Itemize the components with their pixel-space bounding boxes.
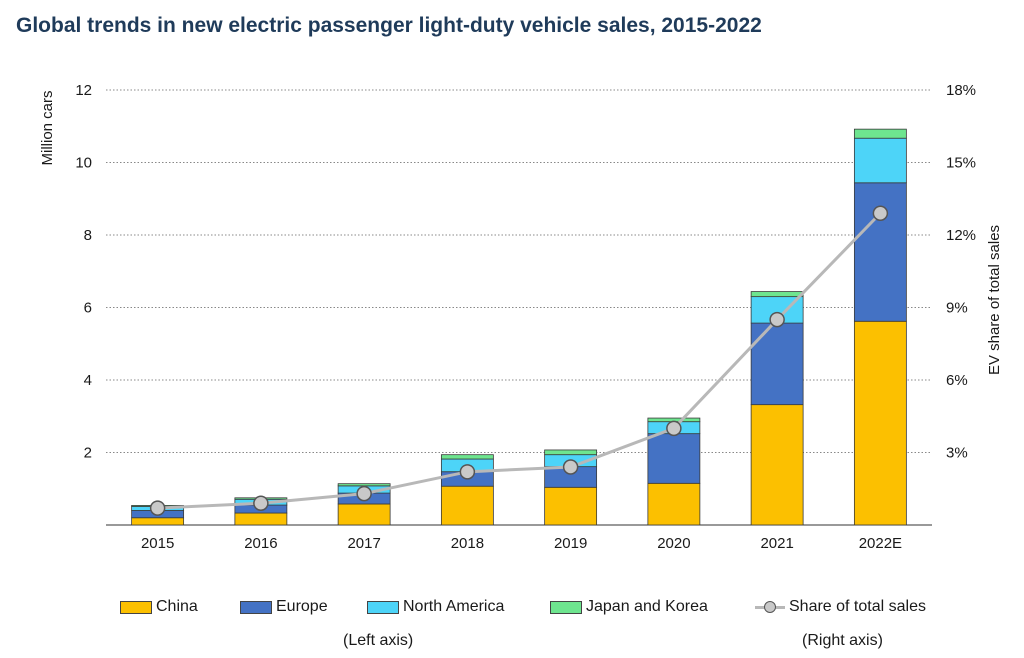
bar-europe	[750, 322, 804, 406]
legend-label-china: China	[156, 598, 198, 615]
y-tick-label: 8	[84, 227, 92, 244]
share-point	[562, 459, 579, 475]
legend-item-share: Share of total sales	[755, 598, 926, 616]
share-point	[253, 495, 269, 511]
legend-label-japan-korea: Japan and Korea	[586, 598, 708, 615]
share-point	[149, 500, 166, 516]
y-tick-label: 4	[84, 372, 92, 389]
bar-japan-and-korea	[853, 128, 907, 139]
bar-japan-and-korea	[440, 454, 494, 460]
share-point	[872, 205, 889, 221]
y2-tick-label: 3%	[946, 445, 968, 462]
bar-china	[440, 485, 494, 526]
bar-japan-and-korea	[750, 291, 804, 298]
y2-tick-label: 6%	[946, 372, 968, 389]
left-axis-note: (Left axis)	[343, 632, 414, 649]
share-line	[157, 212, 882, 510]
legend-item-china: China	[120, 598, 198, 616]
x-tick-label: 2017	[347, 535, 380, 552]
bar-china	[647, 482, 701, 526]
y-tick-label: 10	[75, 155, 92, 172]
share-line-series	[149, 205, 889, 516]
y2-tick-label: 15%	[946, 155, 976, 172]
x-tick-label: 2018	[451, 535, 484, 552]
y-axis-label: Million cars	[39, 90, 56, 165]
bar-japan-and-korea	[544, 449, 598, 456]
x-tick-label: 2020	[657, 535, 690, 552]
share-point	[769, 311, 785, 328]
y2-tick-label: 12%	[946, 227, 976, 244]
bar-series	[131, 128, 907, 526]
bar-north-america	[853, 137, 907, 184]
y-tick-label: 2	[84, 445, 92, 462]
bar-japan-and-korea	[337, 483, 391, 487]
legend-swatch-north-america	[367, 600, 399, 614]
x-tick-label: 2015	[141, 535, 174, 552]
legend-swatch-share	[755, 600, 785, 614]
share-point	[356, 485, 372, 502]
x-tick-label: 2021	[760, 535, 793, 552]
legend-swatch-china	[120, 600, 152, 614]
y-tick-label: 6	[84, 300, 92, 317]
share-point	[459, 464, 476, 480]
x-tick-label: 2022E	[859, 535, 902, 552]
right-axis-note: (Right axis)	[802, 632, 883, 649]
legend-item-europe: Europe	[240, 598, 328, 616]
legend-label-share: Share of total sales	[789, 598, 926, 615]
bar-china	[337, 503, 391, 526]
gridlines	[106, 89, 932, 526]
y2-axis-label: EV share of total sales	[986, 225, 1003, 375]
legend-label-north-america: North America	[403, 598, 505, 615]
legend-swatch-japan-korea	[550, 600, 582, 614]
bar-europe	[853, 182, 907, 322]
bar-china	[853, 320, 907, 526]
bar-china	[750, 404, 804, 526]
legend-swatch-europe	[240, 600, 272, 614]
bar-china	[234, 512, 288, 526]
legend-item-japan-korea: Japan and Korea	[550, 598, 708, 616]
legend-item-north-america: North America	[367, 598, 504, 616]
axis-labels: 12 18% 10 15% 8 12% 6 9% 4 6% 2 3% Million cars EV sh…	[39, 82, 1003, 552]
share-point	[666, 420, 682, 437]
x-tick-label: 2016	[244, 535, 277, 552]
chart-title: Global trends in new electric passenger …	[16, 14, 762, 37]
bar-china	[544, 486, 598, 526]
x-tick-label: 2019	[554, 535, 587, 552]
y2-tick-label: 9%	[946, 300, 968, 317]
y-tick-label: 12	[75, 82, 92, 99]
legend: China Europe North America Japan and Kor…	[0, 598, 1024, 622]
legend-label-europe: Europe	[276, 598, 328, 615]
bar-china	[131, 517, 185, 526]
bar-europe	[647, 433, 701, 484]
y2-tick-label: 18%	[946, 82, 976, 99]
